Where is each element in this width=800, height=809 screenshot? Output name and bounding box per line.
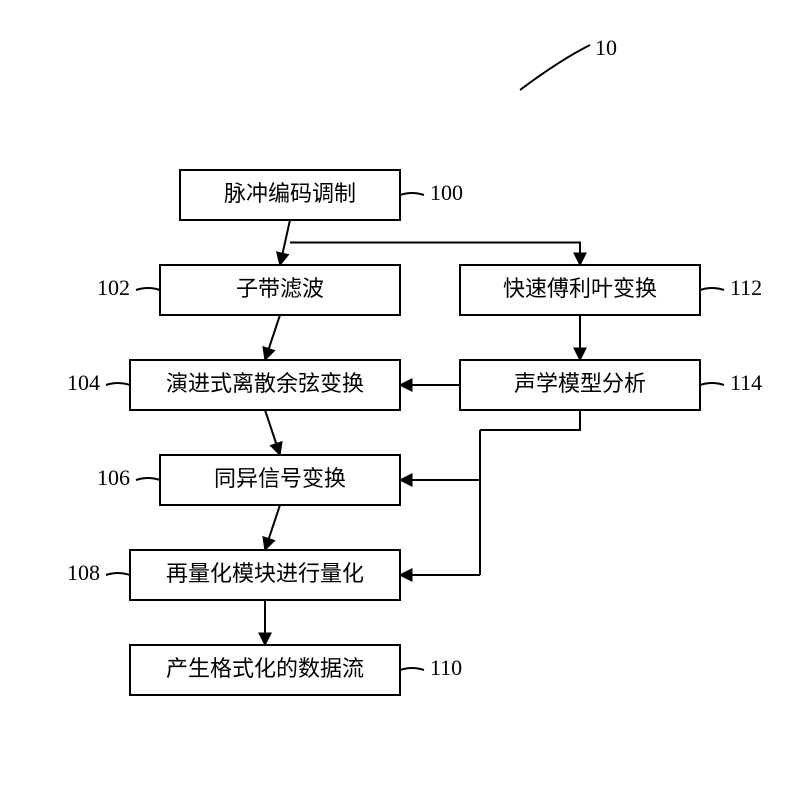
num-n110: 110 [430, 655, 462, 680]
node-label-n106: 同异信号变换 [214, 466, 346, 491]
edge-114-stem [480, 410, 580, 430]
node-label-n114: 声学模型分析 [514, 371, 646, 396]
num-dash-n104 [106, 383, 130, 385]
num-n106: 106 [97, 465, 130, 490]
edge-102-104 [265, 315, 280, 360]
num-n102: 102 [97, 275, 130, 300]
node-label-n104: 演进式离散余弦变换 [166, 371, 364, 396]
edge-104-106 [265, 410, 280, 455]
num-dash-n106 [136, 478, 160, 480]
edge-100-112 [290, 243, 580, 266]
num-dash-n108 [106, 573, 130, 575]
figure-number: 10 [595, 35, 617, 60]
node-label-n100: 脉冲编码调制 [224, 181, 356, 206]
node-label-n102: 子带滤波 [236, 276, 324, 301]
num-n104: 104 [67, 370, 100, 395]
num-dash-n110 [400, 668, 424, 670]
num-n114: 114 [730, 370, 762, 395]
figure-pointer-curve [520, 45, 590, 90]
num-n112: 112 [730, 275, 762, 300]
num-dash-n114 [700, 383, 724, 385]
flowchart: 10 脉冲编码调制 100 子带滤波 102 演进式离散余弦变换 104 同异信号变换 106 再… [0, 0, 800, 809]
edge-106-108 [265, 505, 280, 550]
node-label-n108: 再量化模块进行量化 [166, 561, 364, 586]
edge-100-102 [280, 220, 290, 265]
num-dash-n112 [700, 288, 724, 290]
num-n108: 108 [67, 560, 100, 585]
num-n100: 100 [430, 180, 463, 205]
num-dash-n100 [400, 193, 424, 195]
node-label-n110: 产生格式化的数据流 [166, 656, 364, 681]
node-label-n112: 快速傅利叶变换 [503, 276, 657, 301]
num-dash-n102 [136, 288, 160, 290]
